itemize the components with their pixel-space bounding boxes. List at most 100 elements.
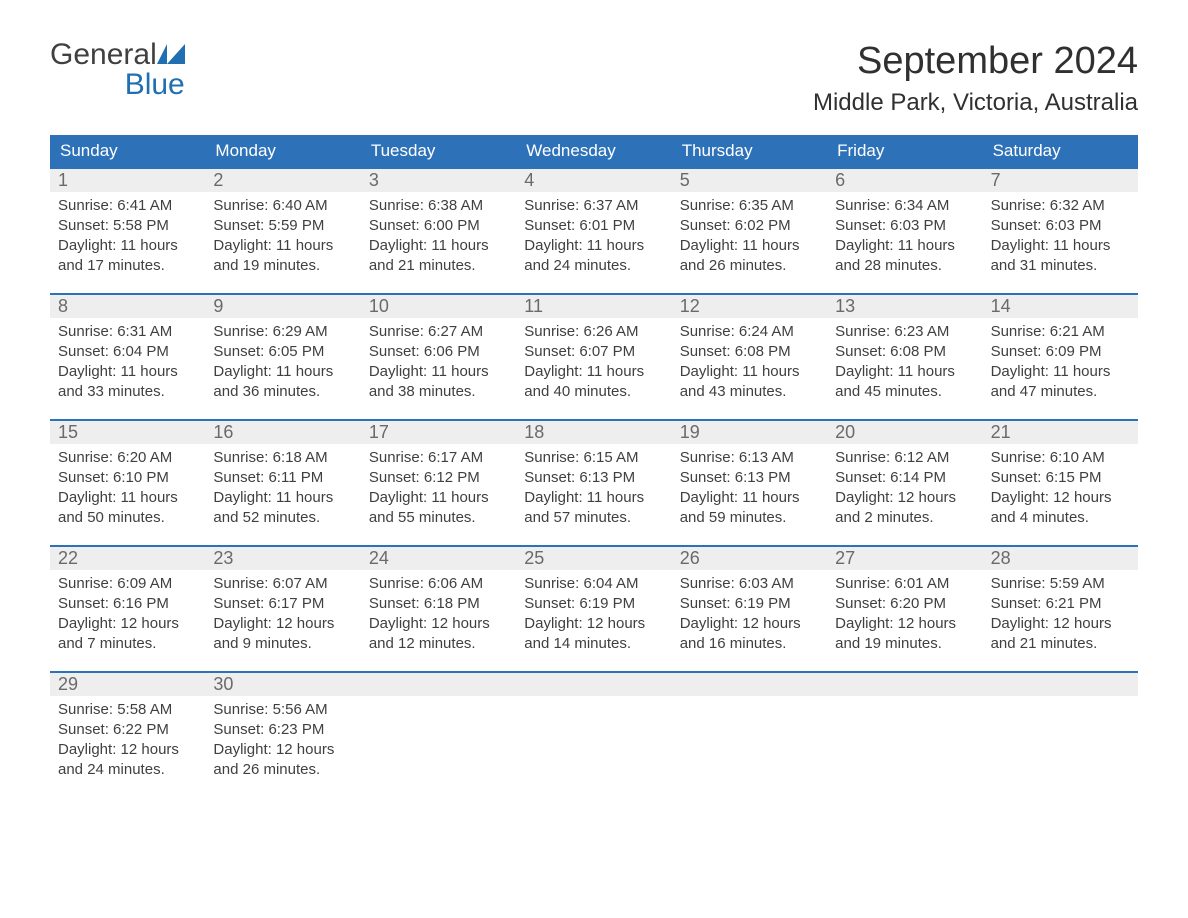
day-content: Sunrise: 6:12 AMSunset: 6:14 PMDaylight:…: [827, 444, 982, 528]
calendar-page: General Blue September 2024 Middle Park,…: [50, 40, 1138, 797]
day-dl2: and 16 minutes.: [680, 634, 819, 654]
day-number: 22: [50, 547, 205, 570]
day-content: Sunrise: 6:03 AMSunset: 6:19 PMDaylight:…: [672, 570, 827, 654]
day-number: 2: [205, 169, 360, 192]
location-subtitle: Middle Park, Victoria, Australia: [813, 89, 1138, 117]
day-sunset: Sunset: 6:20 PM: [835, 594, 974, 614]
day-sunrise: Sunrise: 6:40 AM: [213, 196, 352, 216]
calendar-cell: 8Sunrise: 6:31 AMSunset: 6:04 PMDaylight…: [50, 293, 205, 419]
day-number: 16: [205, 421, 360, 444]
day-number: 30: [205, 673, 360, 696]
brand-logo-icon: [157, 40, 185, 70]
day-content: Sunrise: 6:32 AMSunset: 6:03 PMDaylight:…: [983, 192, 1138, 276]
day-dl2: and 26 minutes.: [680, 256, 819, 276]
day-number-empty: [516, 673, 671, 696]
day-dl1: Daylight: 11 hours: [524, 236, 663, 256]
calendar-cell: 5Sunrise: 6:35 AMSunset: 6:02 PMDaylight…: [672, 167, 827, 293]
calendar-cell: 22Sunrise: 6:09 AMSunset: 6:16 PMDayligh…: [50, 545, 205, 671]
day-sunrise: Sunrise: 6:31 AM: [58, 322, 197, 342]
day-sunrise: Sunrise: 6:06 AM: [369, 574, 508, 594]
calendar-cell-empty: [983, 671, 1138, 797]
day-dl2: and 38 minutes.: [369, 382, 508, 402]
day-number: 25: [516, 547, 671, 570]
day-header: Sunday: [50, 135, 205, 167]
brand-logo-text: General Blue: [50, 40, 185, 100]
day-content: Sunrise: 6:10 AMSunset: 6:15 PMDaylight:…: [983, 444, 1138, 528]
calendar-cell: 17Sunrise: 6:17 AMSunset: 6:12 PMDayligh…: [361, 419, 516, 545]
day-sunrise: Sunrise: 6:32 AM: [991, 196, 1130, 216]
day-content: Sunrise: 6:29 AMSunset: 6:05 PMDaylight:…: [205, 318, 360, 402]
calendar-cell: 3Sunrise: 6:38 AMSunset: 6:00 PMDaylight…: [361, 167, 516, 293]
day-number: 17: [361, 421, 516, 444]
day-dl1: Daylight: 11 hours: [213, 362, 352, 382]
day-sunset: Sunset: 6:06 PM: [369, 342, 508, 362]
day-sunset: Sunset: 6:17 PM: [213, 594, 352, 614]
day-sunrise: Sunrise: 6:23 AM: [835, 322, 974, 342]
day-content: Sunrise: 6:18 AMSunset: 6:11 PMDaylight:…: [205, 444, 360, 528]
day-dl1: Daylight: 11 hours: [213, 488, 352, 508]
day-sunset: Sunset: 6:03 PM: [835, 216, 974, 236]
day-sunrise: Sunrise: 6:34 AM: [835, 196, 974, 216]
day-sunset: Sunset: 6:02 PM: [680, 216, 819, 236]
title-block: September 2024 Middle Park, Victoria, Au…: [813, 40, 1138, 117]
calendar-day-header-row: SundayMondayTuesdayWednesdayThursdayFrid…: [50, 135, 1138, 167]
calendar-cell-empty: [516, 671, 671, 797]
day-sunset: Sunset: 6:13 PM: [524, 468, 663, 488]
day-sunrise: Sunrise: 6:24 AM: [680, 322, 819, 342]
day-header: Saturday: [983, 135, 1138, 167]
day-dl2: and 43 minutes.: [680, 382, 819, 402]
day-dl1: Daylight: 11 hours: [58, 488, 197, 508]
day-dl2: and 19 minutes.: [835, 634, 974, 654]
day-number-empty: [361, 673, 516, 696]
calendar-cell: 15Sunrise: 6:20 AMSunset: 6:10 PMDayligh…: [50, 419, 205, 545]
day-number: 3: [361, 169, 516, 192]
day-content: Sunrise: 5:56 AMSunset: 6:23 PMDaylight:…: [205, 696, 360, 780]
day-sunset: Sunset: 6:09 PM: [991, 342, 1130, 362]
day-dl1: Daylight: 11 hours: [835, 236, 974, 256]
day-dl2: and 24 minutes.: [524, 256, 663, 276]
day-content: Sunrise: 6:34 AMSunset: 6:03 PMDaylight:…: [827, 192, 982, 276]
day-sunrise: Sunrise: 6:10 AM: [991, 448, 1130, 468]
day-dl2: and 14 minutes.: [524, 634, 663, 654]
day-dl2: and 36 minutes.: [213, 382, 352, 402]
day-sunrise: Sunrise: 6:37 AM: [524, 196, 663, 216]
day-content: Sunrise: 6:21 AMSunset: 6:09 PMDaylight:…: [983, 318, 1138, 402]
calendar-cell: 6Sunrise: 6:34 AMSunset: 6:03 PMDaylight…: [827, 167, 982, 293]
day-dl2: and 24 minutes.: [58, 760, 197, 780]
calendar-cell: 24Sunrise: 6:06 AMSunset: 6:18 PMDayligh…: [361, 545, 516, 671]
day-dl2: and 55 minutes.: [369, 508, 508, 528]
day-sunrise: Sunrise: 6:41 AM: [58, 196, 197, 216]
day-header: Monday: [205, 135, 360, 167]
day-dl2: and 9 minutes.: [213, 634, 352, 654]
day-sunrise: Sunrise: 6:21 AM: [991, 322, 1130, 342]
day-number: 1: [50, 169, 205, 192]
calendar-cell: 21Sunrise: 6:10 AMSunset: 6:15 PMDayligh…: [983, 419, 1138, 545]
brand-logo: General Blue: [50, 40, 185, 100]
calendar-cell: 29Sunrise: 5:58 AMSunset: 6:22 PMDayligh…: [50, 671, 205, 797]
day-sunset: Sunset: 6:04 PM: [58, 342, 197, 362]
calendar-cell: 27Sunrise: 6:01 AMSunset: 6:20 PMDayligh…: [827, 545, 982, 671]
calendar-cell: 14Sunrise: 6:21 AMSunset: 6:09 PMDayligh…: [983, 293, 1138, 419]
day-content: Sunrise: 6:15 AMSunset: 6:13 PMDaylight:…: [516, 444, 671, 528]
day-content: Sunrise: 6:13 AMSunset: 6:13 PMDaylight:…: [672, 444, 827, 528]
day-dl1: Daylight: 12 hours: [991, 614, 1130, 634]
day-dl1: Daylight: 11 hours: [369, 362, 508, 382]
day-dl2: and 33 minutes.: [58, 382, 197, 402]
day-sunrise: Sunrise: 6:01 AM: [835, 574, 974, 594]
calendar-cell-empty: [672, 671, 827, 797]
day-number: 11: [516, 295, 671, 318]
day-number-empty: [672, 673, 827, 696]
day-content: Sunrise: 5:59 AMSunset: 6:21 PMDaylight:…: [983, 570, 1138, 654]
day-dl1: Daylight: 12 hours: [58, 740, 197, 760]
day-dl1: Daylight: 11 hours: [58, 362, 197, 382]
day-dl1: Daylight: 11 hours: [58, 236, 197, 256]
day-sunrise: Sunrise: 6:13 AM: [680, 448, 819, 468]
day-dl2: and 47 minutes.: [991, 382, 1130, 402]
day-dl1: Daylight: 12 hours: [213, 614, 352, 634]
day-number: 24: [361, 547, 516, 570]
calendar-cell: 9Sunrise: 6:29 AMSunset: 6:05 PMDaylight…: [205, 293, 360, 419]
day-sunrise: Sunrise: 6:12 AM: [835, 448, 974, 468]
day-dl2: and 21 minutes.: [369, 256, 508, 276]
calendar-cell: 30Sunrise: 5:56 AMSunset: 6:23 PMDayligh…: [205, 671, 360, 797]
day-sunset: Sunset: 6:03 PM: [991, 216, 1130, 236]
